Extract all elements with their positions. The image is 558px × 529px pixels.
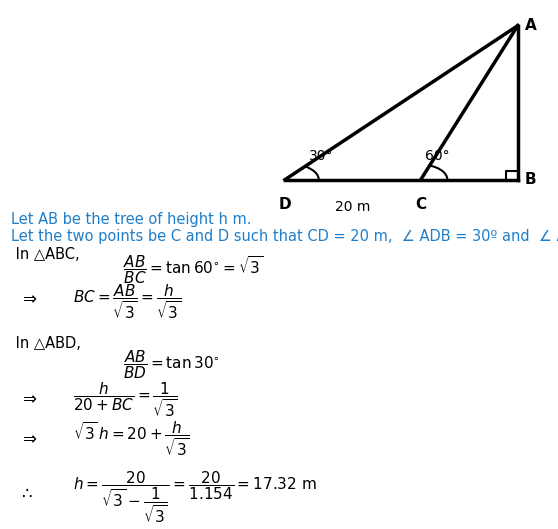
- Text: $BC = \dfrac{AB}{\sqrt{3}} = \dfrac{h}{\sqrt{3}}$: $BC = \dfrac{AB}{\sqrt{3}} = \dfrac{h}{\…: [73, 282, 181, 321]
- Text: Let the two points be C and D such that CD = 20 m,  ∠ ADB = 30º and  ∠ ACB = 60º: Let the two points be C and D such that …: [11, 230, 558, 244]
- Text: 60°: 60°: [425, 149, 450, 163]
- Text: ⇒: ⇒: [22, 430, 36, 448]
- Text: $\dfrac{AB}{BC} = \tan 60^{\circ} = \sqrt{3}$: $\dfrac{AB}{BC} = \tan 60^{\circ} = \sqr…: [123, 253, 263, 286]
- Text: D: D: [278, 197, 291, 212]
- Text: In △ABC,: In △ABC,: [11, 248, 80, 262]
- Text: C: C: [415, 197, 426, 212]
- Text: $\dfrac{AB}{BD} =  \tan 30^{\circ}$: $\dfrac{AB}{BD} = \tan 30^{\circ}$: [123, 349, 220, 381]
- Text: A: A: [525, 18, 537, 33]
- Text: $h = \dfrac{20}{\sqrt{3} - \dfrac{1}{\sqrt{3}}} = \dfrac{20}{1.154} = 17.32\text: $h = \dfrac{20}{\sqrt{3} - \dfrac{1}{\sq…: [73, 470, 316, 525]
- Text: ⇒: ⇒: [22, 390, 36, 408]
- Text: $\dfrac{h}{20 + BC} = \dfrac{1}{\sqrt{3}}$: $\dfrac{h}{20 + BC} = \dfrac{1}{\sqrt{3}…: [73, 380, 177, 419]
- Text: ∴: ∴: [22, 485, 33, 503]
- Text: 30°: 30°: [309, 149, 334, 163]
- Text: ⇒: ⇒: [22, 290, 36, 308]
- Text: 20 m: 20 m: [335, 200, 371, 214]
- Text: In △ABD,: In △ABD,: [11, 336, 81, 351]
- Text: $\sqrt{3}\,h = 20 + \dfrac{h}{\sqrt{3}}$: $\sqrt{3}\,h = 20 + \dfrac{h}{\sqrt{3}}$: [73, 419, 189, 459]
- Text: B: B: [525, 172, 537, 187]
- Text: Let AB be the tree of height h m.: Let AB be the tree of height h m.: [11, 212, 252, 227]
